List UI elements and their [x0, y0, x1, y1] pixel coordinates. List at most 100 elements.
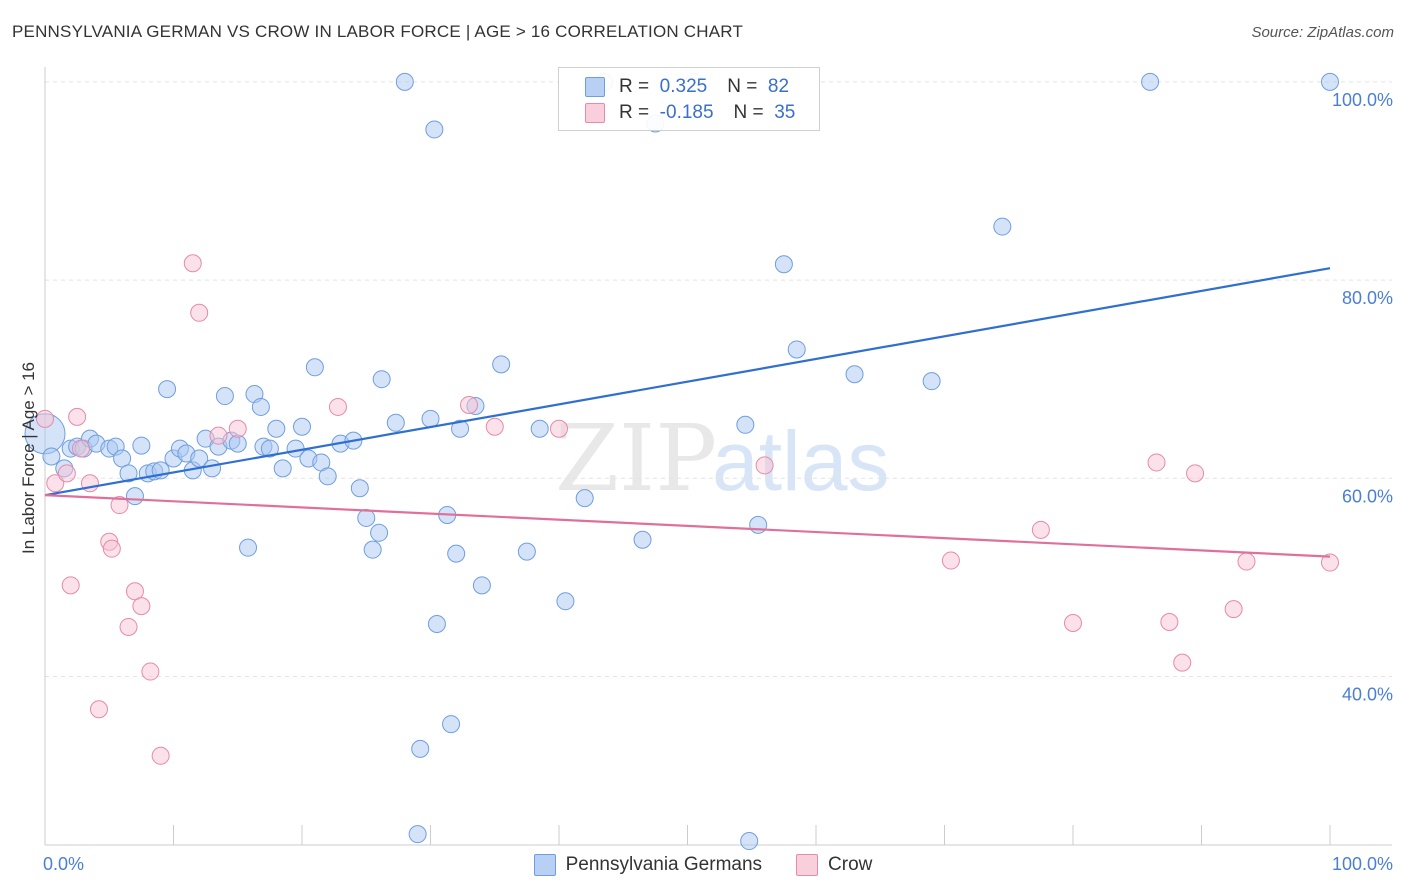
stats-legend: R = 0.325 N = 82 R = -0.185 N = 35: [558, 67, 820, 131]
data-point: [941, 551, 960, 570]
data-point: [845, 365, 864, 384]
data-point: [517, 542, 536, 561]
data-point: [395, 72, 414, 91]
data-point: [575, 489, 594, 508]
data-point: [755, 456, 774, 475]
data-point: [260, 439, 279, 458]
data-point: [119, 464, 138, 483]
series-legend: Pennsylvania Germans Crow: [0, 852, 1406, 878]
data-point: [427, 614, 446, 633]
trend-lines: [44, 267, 1331, 558]
data-point: [158, 380, 177, 399]
data-point: [447, 544, 466, 563]
stats-row-pennsylvania-germans: R = 0.325 N = 82: [585, 73, 789, 101]
data-point: [1321, 72, 1339, 91]
data-point: [1173, 653, 1192, 672]
data-point: [411, 739, 430, 758]
data-point: [328, 397, 347, 416]
series-crow: [36, 254, 1339, 765]
data-point: [442, 715, 461, 734]
data-point: [425, 120, 444, 139]
n-label: N =: [733, 102, 764, 123]
data-point: [993, 217, 1012, 236]
data-point: [787, 340, 806, 359]
data-point: [183, 254, 202, 273]
data-point: [550, 419, 568, 438]
data-point: [1237, 552, 1256, 571]
n-value: 82: [767, 76, 790, 97]
data-point: [318, 467, 337, 486]
y-axis-label: In Labor Force | Age > 16: [19, 362, 38, 554]
data-point: [71, 439, 90, 458]
legend-label: Pennsylvania Germans: [565, 854, 763, 875]
data-point: [305, 358, 324, 377]
trend-line-pennsylvania-germans: [44, 267, 1331, 497]
data-point: [408, 825, 427, 844]
data-point: [46, 474, 65, 493]
data-point: [151, 746, 170, 765]
data-point: [113, 449, 132, 468]
data-point: [110, 496, 129, 515]
r-value: -0.185: [659, 102, 714, 123]
legend-swatch-blue: [533, 854, 556, 876]
data-point: [1224, 600, 1243, 619]
data-point: [357, 508, 376, 527]
legend-swatch-pink: [796, 854, 819, 876]
data-point: [228, 419, 247, 438]
data-point: [372, 370, 391, 389]
r-value: 0.325: [659, 76, 708, 97]
data-point: [421, 409, 440, 428]
data-point: [267, 419, 286, 438]
axes: 40.0% 60.0% 80.0% 100.0% 0.0% 100.0%: [43, 67, 1393, 874]
legend-item-crow[interactable]: Crow: [796, 854, 872, 876]
data-point: [89, 700, 108, 719]
legend-item-pennsylvania-germans[interactable]: Pennsylvania Germans: [533, 854, 763, 876]
data-point: [1147, 453, 1166, 472]
data-point: [215, 387, 234, 406]
data-point: [530, 419, 549, 438]
data-point: [61, 576, 80, 595]
gridlines: [45, 81, 1392, 678]
data-point: [350, 479, 369, 498]
data-point: [190, 303, 209, 322]
data-point: [42, 447, 61, 466]
source-credit: Source: ZipAtlas.com: [1251, 24, 1394, 41]
legend-swatch-pink: [585, 103, 605, 123]
watermark: ZIP atlas: [555, 405, 889, 512]
y-tick-label: 40.0%: [1342, 685, 1393, 705]
data-point: [492, 355, 511, 374]
data-point: [485, 417, 504, 436]
data-point: [736, 415, 755, 434]
stats-row-crow: R = -0.185 N = 35: [585, 99, 795, 127]
y-tick-label: 80.0%: [1342, 288, 1393, 308]
data-point: [774, 255, 793, 274]
chart-title: PENNSYLVANIA GERMAN VS CROW IN LABOR FOR…: [12, 22, 744, 41]
data-point: [472, 576, 491, 595]
data-point: [209, 426, 228, 445]
data-point: [68, 407, 87, 426]
trend-line-crow: [44, 494, 1331, 558]
data-point: [740, 832, 759, 851]
x-tick-label: 100.0%: [1332, 854, 1393, 874]
data-point: [251, 397, 270, 416]
n-label: N =: [727, 76, 758, 97]
data-point: [119, 617, 138, 636]
data-point: [141, 662, 160, 681]
data-point: [556, 592, 575, 611]
data-point: [125, 487, 144, 506]
data-point: [922, 372, 941, 391]
r-label: R =: [619, 102, 650, 123]
data-point: [239, 538, 258, 557]
data-point: [293, 417, 311, 436]
data-point: [125, 582, 144, 601]
n-value: 35: [774, 102, 796, 123]
r-label: R =: [619, 76, 650, 97]
data-point: [451, 419, 470, 438]
data-point: [132, 436, 151, 455]
data-point: [57, 464, 76, 483]
data-point: [1141, 72, 1160, 91]
data-point: [36, 409, 54, 428]
x-tick-label: 0.0%: [43, 854, 84, 874]
data-point: [1186, 464, 1205, 483]
